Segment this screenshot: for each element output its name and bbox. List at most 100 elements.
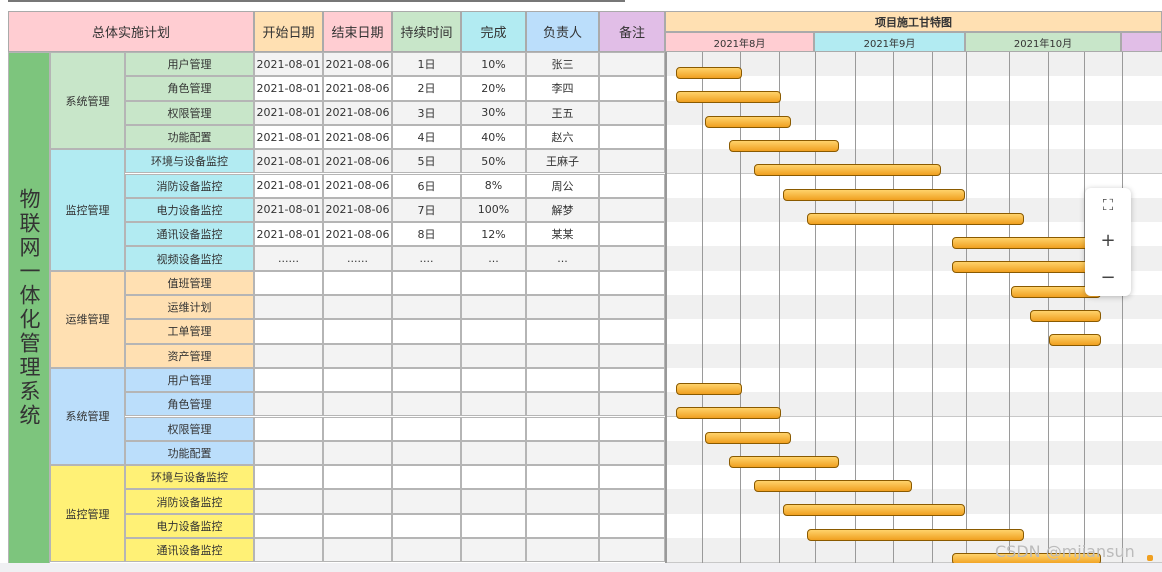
start-cell: 2021-08-01	[254, 149, 323, 174]
gantt-chart	[665, 52, 1162, 564]
end-cell	[323, 295, 392, 320]
task-name-cell: 功能配置	[125, 124, 254, 150]
task-name-cell: 通讯设备监控	[125, 222, 254, 247]
start-cell: 2021-08-01	[254, 100, 323, 125]
zoom-in-button[interactable]: +	[1100, 229, 1116, 251]
note-cell	[599, 222, 665, 247]
complete-cell	[461, 513, 526, 538]
duration-cell	[392, 270, 461, 295]
note-cell	[599, 52, 665, 77]
complete-cell: 30%	[461, 100, 526, 125]
gantt-bar[interactable]	[806, 528, 1024, 541]
gantt-bar[interactable]	[806, 212, 1024, 225]
task-name-cell: 运维计划	[125, 295, 254, 320]
zoom-out-button[interactable]: −	[1100, 266, 1116, 288]
start-cell	[254, 367, 323, 393]
gantt-bar[interactable]	[782, 504, 966, 517]
duration-cell: 6日	[392, 173, 461, 198]
gantt-bar[interactable]	[676, 382, 743, 395]
note-cell	[599, 392, 665, 417]
owner-cell: 周公	[526, 173, 599, 198]
gantt-bar[interactable]	[729, 139, 840, 152]
watermark: CSDN @mjiansun	[995, 542, 1135, 561]
start-cell	[254, 440, 323, 466]
note-cell	[599, 343, 665, 368]
end-cell: 2021-08-06	[323, 173, 392, 198]
gantt-bar[interactable]	[705, 431, 791, 444]
note-cell	[599, 489, 665, 514]
duration-cell: 7日	[392, 197, 461, 223]
duration-cell	[392, 416, 461, 441]
gantt-bar[interactable]	[952, 261, 1102, 274]
task-name-cell: 角色管理	[125, 76, 254, 101]
scroll-handle[interactable]	[1147, 555, 1153, 561]
complete-cell: 8%	[461, 173, 526, 198]
gantt-bar[interactable]	[1049, 334, 1102, 347]
complete-cell	[461, 465, 526, 490]
gantt-bar[interactable]	[753, 480, 912, 493]
gantt-gridline	[666, 52, 667, 564]
owner-cell	[526, 513, 599, 538]
complete-cell	[461, 343, 526, 368]
owner-header: 负责人	[526, 11, 599, 52]
zoom-controls: ⛶ + −	[1085, 188, 1131, 296]
gantt-bar[interactable]	[952, 553, 1102, 564]
owner-cell	[526, 538, 599, 563]
end-cell	[323, 489, 392, 514]
start-cell: ......	[254, 246, 323, 271]
start-cell	[254, 513, 323, 538]
note-cell	[599, 124, 665, 150]
complete-cell	[461, 319, 526, 344]
task-name-cell: 环境与设备监控	[125, 149, 254, 174]
month-header-oct: 2021年10月	[965, 32, 1121, 52]
note-cell	[599, 295, 665, 320]
gantt-bar[interactable]	[952, 237, 1102, 250]
owner-cell	[526, 392, 599, 417]
duration-cell	[392, 319, 461, 344]
end-cell	[323, 392, 392, 417]
duration-header: 持续时间	[392, 11, 461, 52]
task-name-cell: 消防设备监控	[125, 173, 254, 198]
note-cell	[599, 100, 665, 125]
group-cell: 系统管理	[50, 52, 125, 150]
owner-cell	[526, 343, 599, 368]
duration-cell	[392, 465, 461, 490]
end-cell: 2021-08-06	[323, 52, 392, 77]
start-cell: 2021-08-01	[254, 173, 323, 198]
end-cell	[323, 270, 392, 295]
month-header-sep: 2021年9月	[814, 32, 965, 52]
gantt-bar[interactable]	[676, 91, 782, 104]
fullscreen-icon[interactable]: ⛶	[1102, 195, 1114, 214]
gantt-gridline	[815, 52, 816, 564]
end-cell: 2021-08-06	[323, 197, 392, 223]
task-name-cell: 工单管理	[125, 319, 254, 344]
owner-cell	[526, 319, 599, 344]
complete-cell: ...	[461, 246, 526, 271]
gantt-bar[interactable]	[729, 455, 840, 468]
gantt-bar[interactable]	[782, 188, 966, 201]
owner-cell: 解梦	[526, 197, 599, 223]
gantt-bar[interactable]	[705, 115, 791, 128]
owner-cell	[526, 367, 599, 393]
gantt-bar[interactable]	[1030, 310, 1102, 322]
gantt-gridline	[779, 52, 780, 564]
gantt-bar[interactable]	[676, 407, 782, 420]
gantt-gridline	[893, 52, 894, 564]
owner-cell: 李四	[526, 76, 599, 101]
start-cell	[254, 270, 323, 295]
complete-cell: 100%	[461, 197, 526, 223]
owner-cell: 王麻子	[526, 149, 599, 174]
start-cell: 2021-08-01	[254, 197, 323, 223]
duration-cell	[392, 392, 461, 417]
owner-cell: ...	[526, 246, 599, 271]
owner-cell	[526, 440, 599, 466]
end-cell	[323, 416, 392, 441]
gantt-bar[interactable]	[753, 164, 942, 177]
month-header-next	[1121, 32, 1162, 52]
start-cell: 2021-08-01	[254, 52, 323, 77]
start-cell: 2021-08-01	[254, 124, 323, 150]
gantt-gridline	[1122, 52, 1123, 564]
gantt-bar[interactable]	[676, 67, 743, 79]
complete-cell	[461, 489, 526, 514]
owner-cell: 赵六	[526, 124, 599, 150]
